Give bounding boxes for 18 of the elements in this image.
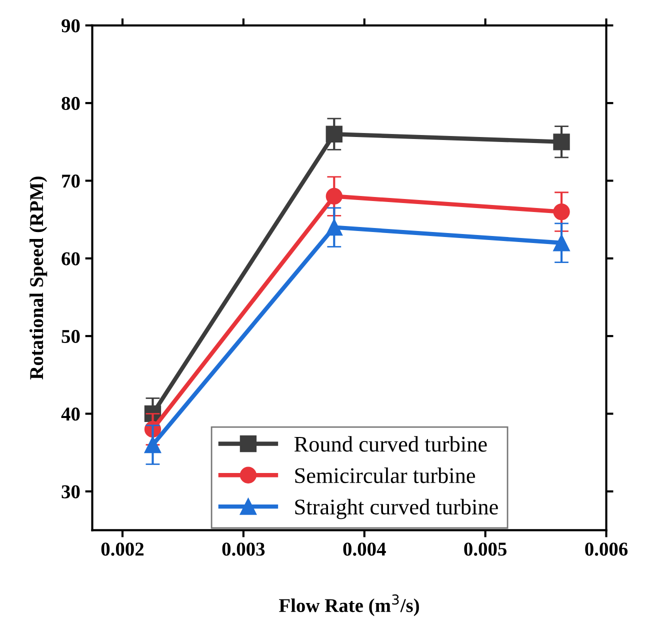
x-axis-title: Flow Rate (m$^{3}$/s) (279, 594, 419, 616)
y-tick-label: 60 (62, 252, 80, 266)
y-tick-label: 40 (61, 408, 80, 421)
x-tick-label: 0.003 (222, 542, 265, 556)
x-tick-label: 0.002 (101, 542, 144, 556)
y-tick-label: 90 (62, 19, 80, 32)
legend-label: Straight curved turbine (295, 498, 498, 520)
y-tick-label: 30 (62, 485, 80, 498)
y-axis-title: Rotational Speed (RPM) (29, 176, 48, 380)
y-tick-label: 80 (62, 96, 80, 110)
y-tick-label: 70 (62, 174, 80, 188)
x-tick-label: 0.006 (585, 542, 628, 556)
x-tick-label: 0.004 (343, 542, 386, 556)
x-tick-label: 0.005 (464, 542, 506, 556)
point (553, 134, 570, 150)
y-tick-label: 50 (62, 330, 80, 343)
legend-label: Semicircular turbine (295, 468, 476, 484)
legend-label: Round curved turbine (294, 436, 487, 452)
